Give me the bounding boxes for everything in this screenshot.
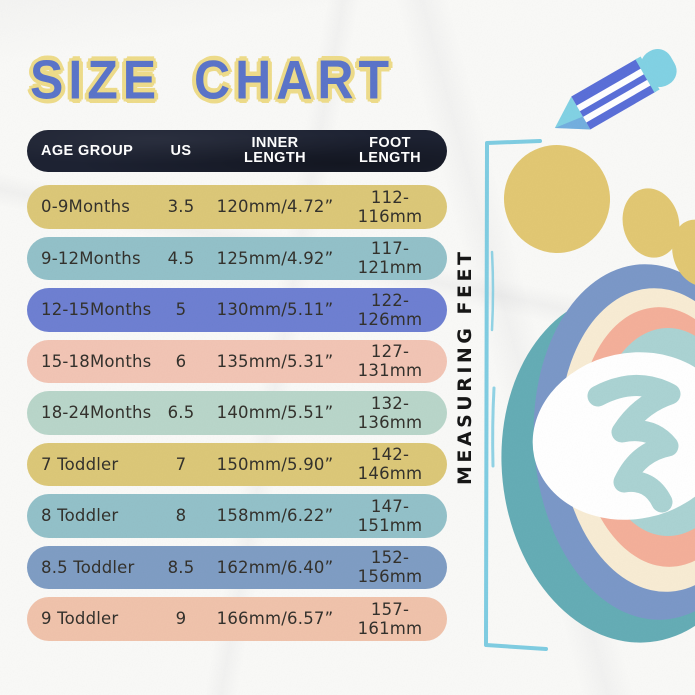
header-inner-length: INNER LENGTH [243,135,306,166]
cell-age-group: 12-15Months [41,300,152,320]
cell-foot-length: 147-151mm [357,496,423,535]
cell-inner-length: 120mm/4.72” [216,197,334,217]
cell-foot-length: 112-116mm [357,187,423,226]
cell-us-size: 7 [175,454,187,474]
cell-inner-length: 166mm/6.57” [216,609,334,629]
header-foot-length: FOOT LENGTH [358,135,421,166]
cell-age-group: 9-12Months [41,248,141,268]
cell-us-size: 6.5 [167,403,195,423]
pencil-icon [554,49,677,130]
size-row: 12-15Months 5 130mm/5.11” 122-126mm [27,288,447,332]
cell-age-group: 8.5 Toddler [41,557,135,577]
cell-age-group: 18-24Months [41,403,152,423]
cell-foot-length: 127-131mm [357,342,423,381]
cell-us-size: 6 [175,351,187,371]
size-row: 8 Toddler 8 158mm/6.22” 147-151mm [27,494,447,538]
size-row: 0-9Months 3.5 120mm/4.72” 112-116mm [27,185,447,229]
cell-foot-length: 132-136mm [357,393,423,432]
cell-us-size: 8.5 [167,557,195,577]
size-table: AGE GROUP US INNER LENGTH FOOT LENGTH 0-… [27,130,447,641]
size-row: 7 Toddler 7 150mm/5.90” 142-146mm [27,442,447,486]
cell-foot-length: 117-121mm [357,239,423,278]
page-title: SIZE CHART [30,49,394,111]
header-age-group: AGE GROUP [41,142,134,159]
cell-inner-length: 158mm/6.22” [216,506,334,526]
cell-foot-length: 152-156mm [357,548,423,587]
cell-inner-length: 130mm/5.11” [216,300,334,320]
table-header-row: AGE GROUP US INNER LENGTH FOOT LENGTH [27,130,447,172]
cell-age-group: 15-18Months [41,351,152,371]
cell-inner-length: 140mm/5.51” [216,403,334,423]
baby-foot-illustration [501,145,695,643]
header-us-size: US [170,142,192,159]
size-row: 9-12Months 4.5 125mm/4.92” 117-121mm [27,236,447,280]
cell-age-group: 9 Toddler [41,609,119,629]
cell-foot-length: 122-126mm [357,290,423,329]
cell-inner-length: 162mm/6.40” [216,557,334,577]
cell-inner-length: 135mm/5.31” [216,351,334,371]
cell-foot-length: 142-146mm [357,445,423,484]
measuring-feet-label: MEASURING FEET [454,248,476,485]
cell-us-size: 9 [175,609,187,629]
size-row: 15-18Months 6 135mm/5.31” 127-131mm [27,339,447,383]
size-row: 18-24Months 6.5 140mm/5.51” 132-136mm [27,391,447,435]
cell-age-group: 0-9Months [41,197,131,217]
cell-us-size: 5 [175,300,187,320]
size-row: 8.5 Toddler 8.5 162mm/6.40” 152-156mm [27,545,447,589]
big-toe [503,145,611,253]
cell-age-group: 8 Toddler [41,506,119,526]
cell-us-size: 8 [175,506,187,526]
cell-inner-length: 150mm/5.90” [216,454,334,474]
cell-us-size: 4.5 [167,248,195,268]
cell-foot-length: 157-161mm [357,599,423,638]
cell-age-group: 7 Toddler [41,454,119,474]
cell-us-size: 3.5 [167,197,195,217]
size-row: 9 Toddler 9 166mm/6.57” 157-161mm [27,597,447,641]
cell-inner-length: 125mm/4.92” [216,248,334,268]
